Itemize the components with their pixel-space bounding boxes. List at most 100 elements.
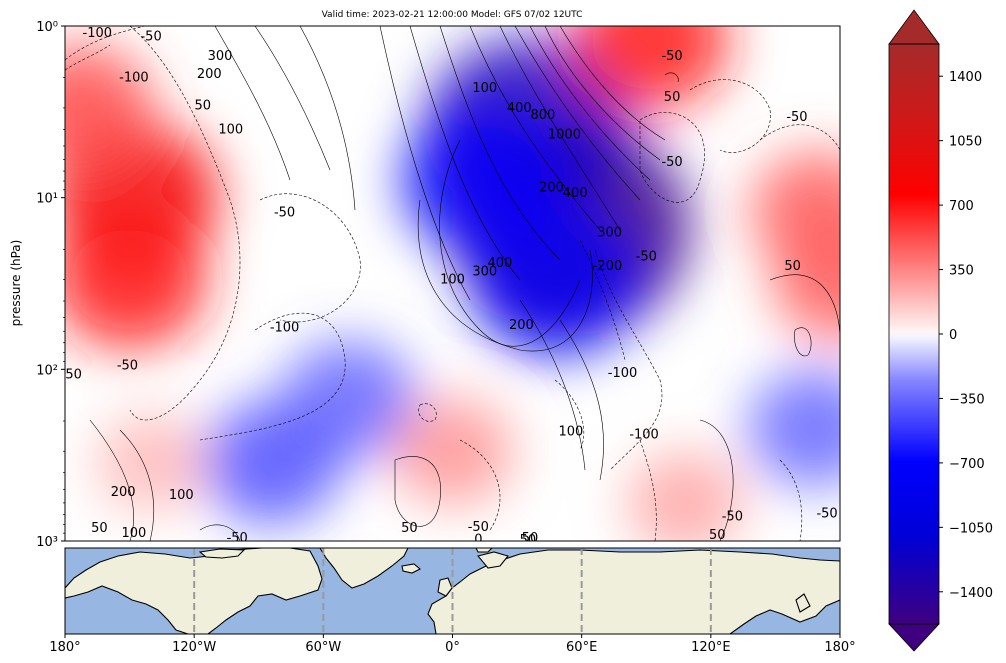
contour-label-7: -50 <box>274 205 295 220</box>
contour-label-4: 200 <box>197 67 222 82</box>
contour-line-dashed-9 <box>418 403 437 422</box>
fill-region-9 <box>748 369 840 487</box>
filled-contours <box>65 26 840 541</box>
contour-line-1 <box>254 26 331 171</box>
contour-label-32: 200 <box>111 485 136 500</box>
contour-label-28: -50 <box>117 359 138 374</box>
contour-line-17 <box>769 274 840 341</box>
fill-region-10 <box>573 26 729 109</box>
contour-label-22: 400 <box>487 256 512 271</box>
colorbar-body <box>889 44 939 624</box>
land-britain <box>437 577 453 597</box>
cross-section-panel: -100 -50-10030020050100-50100400800100020… <box>65 26 840 548</box>
contour-lines <box>65 26 840 541</box>
contour-label-35: 100 <box>121 526 146 541</box>
y-tick-label-1: 10¹ <box>36 192 58 207</box>
contour-line-dashed-0 <box>65 26 146 61</box>
y-axis-label: pressure (hPa) <box>9 240 23 327</box>
contour-label-3: 300 <box>208 49 233 64</box>
x-axis-ticks: 180° 120°W 60°W 0° 60°E 120°E 180° <box>49 634 856 655</box>
land-japan <box>795 593 811 613</box>
contour-label-44: 50 <box>520 533 537 548</box>
contour-line-22 <box>199 524 241 541</box>
contour-line-9 <box>529 26 651 181</box>
colorbar-ticks: −1400 −1050 −700 −350 0 350 700 1050 1400 <box>939 70 993 601</box>
fill-region-12 <box>392 397 513 505</box>
contour-label-15: -200 <box>593 259 623 274</box>
contour-label-40: 50 <box>709 528 726 543</box>
x-tick-label-6: 180° <box>824 640 855 655</box>
contour-label-38: -50 <box>722 510 743 525</box>
x-tick-label-2: 60°W <box>305 640 341 655</box>
contour-line-dashed-3 <box>199 312 346 441</box>
contour-line-dashed-6 <box>639 112 705 203</box>
colorbar-tick-label-0: −1400 <box>949 586 993 601</box>
contour-label-25: -100 <box>270 320 300 335</box>
contour-label-26: 200 <box>509 318 534 333</box>
contour-line-14 <box>519 299 586 471</box>
contour-label-5: 50 <box>195 98 212 113</box>
colorbar-tick-label-2: −700 <box>949 457 985 472</box>
contour-label-6: 100 <box>218 122 243 137</box>
contour-line-6 <box>469 26 601 231</box>
colorbar-tick-label-5: 350 <box>949 264 974 279</box>
colorbar-tick-label-3: −350 <box>949 392 985 407</box>
contour-line-dashed-12 <box>639 439 657 541</box>
land-svalbard <box>475 548 493 553</box>
landmasses <box>65 548 840 634</box>
contour-label-1: -50 <box>140 29 161 44</box>
contour-label-36: 50 <box>401 521 418 536</box>
map-gridlines <box>193 548 712 634</box>
y-tick-label-3: 10³ <box>36 535 58 550</box>
contour-line-10 <box>544 26 661 161</box>
contour-line-16 <box>699 419 734 541</box>
contour-line-7 <box>499 26 621 231</box>
contour-label-18: 50 <box>664 90 681 105</box>
contour-label-43: 0 <box>474 532 482 547</box>
land-scandinavia-north <box>477 551 509 569</box>
contour-line-8 <box>514 26 641 201</box>
contour-label-0: -100 <box>83 26 113 41</box>
contour-line-dashed-1 <box>129 26 241 421</box>
colorbar-tick-label-4: 0 <box>949 328 957 343</box>
contour-line-dashed-10 <box>459 439 501 531</box>
contour-line-13 <box>417 199 593 352</box>
colorbar-tick-label-6: 700 <box>949 199 974 214</box>
fill-region-14 <box>772 219 840 340</box>
contour-label-10: 800 <box>531 108 556 123</box>
x-tick-label-3: 0° <box>445 640 460 655</box>
contour-label-9: 400 <box>507 101 532 116</box>
contour-label-29: -100 <box>608 366 638 381</box>
contour-label-34: 50 <box>91 521 108 536</box>
contour-line-5 <box>439 26 561 261</box>
panel-frame <box>64 25 841 542</box>
contour-line-23 <box>664 72 679 83</box>
contour-line-3 <box>379 26 471 301</box>
land-iceland <box>401 563 421 574</box>
chart-title: Valid time: 2023-02-21 12:00:00 Model: G… <box>322 10 583 20</box>
colorbar-tick-label-8: 1400 <box>949 70 982 85</box>
contour-label-23: 300 <box>472 265 497 280</box>
contour-line-dashed-5 <box>579 239 626 361</box>
contour-label-20: -50 <box>786 110 807 125</box>
contour-line-19 <box>89 419 134 541</box>
x-tick-label-5: 120°E <box>691 640 731 655</box>
contour-label-12: 200 <box>539 180 564 195</box>
contour-label-37: -50 <box>468 520 489 535</box>
map-strip <box>65 548 840 634</box>
contour-label-24: 100 <box>440 273 465 288</box>
contour-label-2: -100 <box>119 71 149 86</box>
colorbar-tick-label-1: −1050 <box>949 521 993 536</box>
contour-line-11 <box>559 26 666 141</box>
contour-label-13: 400 <box>563 186 588 201</box>
colorbar-extend-top <box>888 9 940 45</box>
contour-label-17: -50 <box>661 49 682 64</box>
land-americas <box>65 548 323 634</box>
colorbar-extend-bottom <box>888 623 940 652</box>
fill-region-1 <box>65 210 208 349</box>
contour-label-27: 50 <box>65 367 82 382</box>
x-tick-label-1: 120°W <box>172 640 216 655</box>
y-tick-label-2: 10² <box>36 363 58 378</box>
contour-label-33: 100 <box>169 488 194 503</box>
